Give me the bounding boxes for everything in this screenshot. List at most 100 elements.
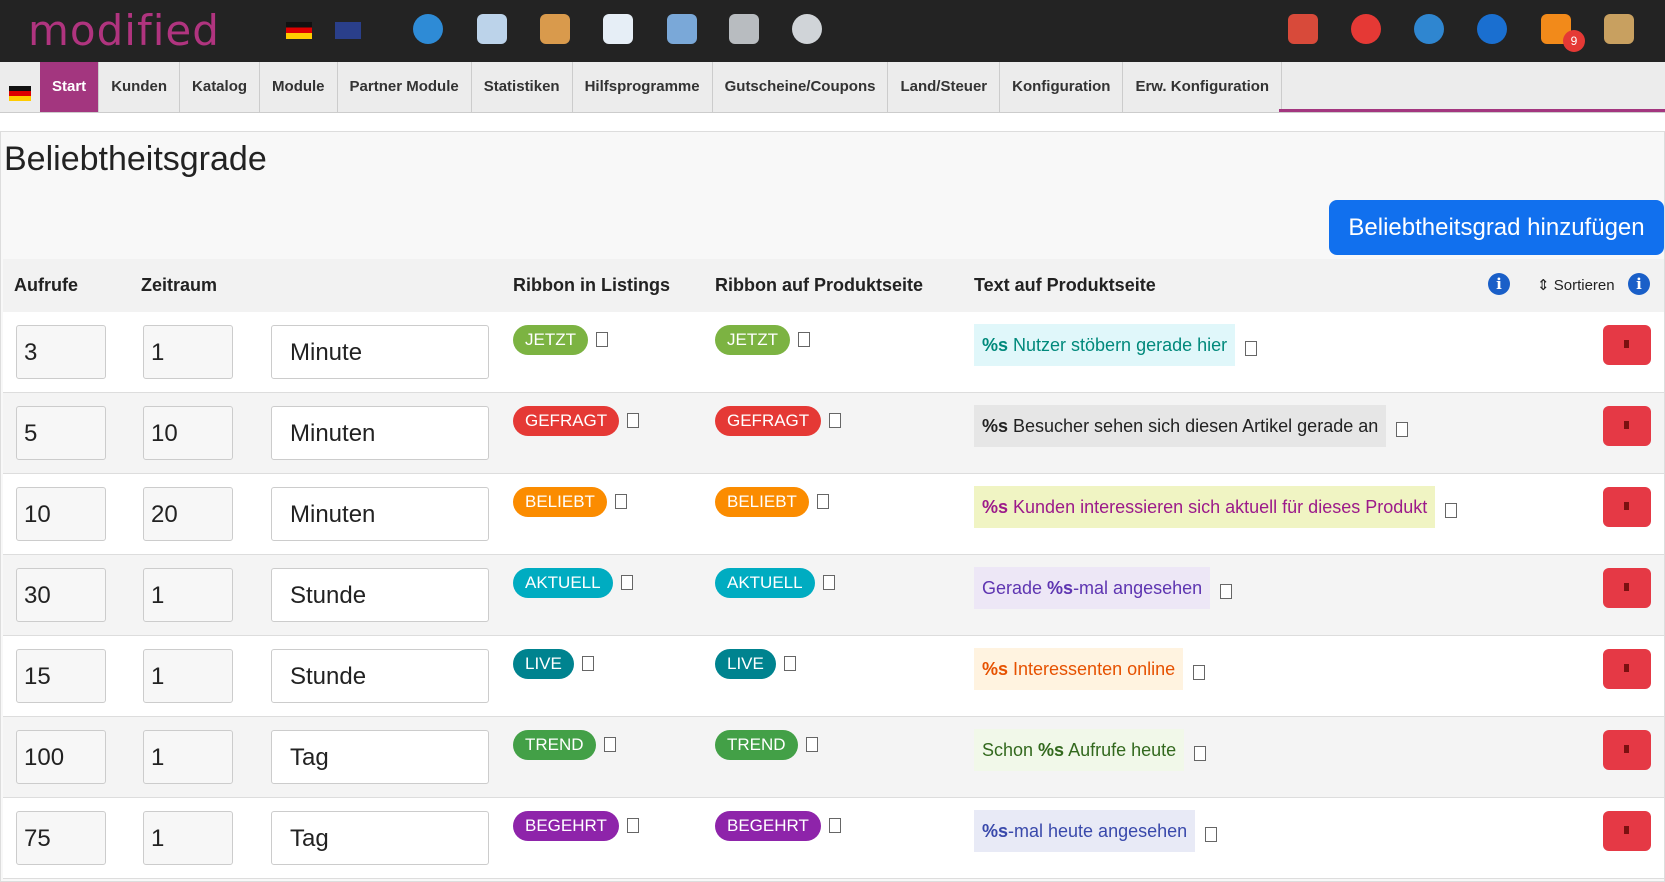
views-input[interactable]: 5 (16, 406, 106, 460)
unit-select[interactable]: Minute (271, 325, 489, 379)
header-row (3, 259, 1664, 313)
icon-web[interactable] (413, 14, 443, 44)
delete-button[interactable] (1603, 487, 1651, 527)
nav-flag[interactable] (0, 62, 40, 112)
text-part: Schon (982, 740, 1039, 760)
delete-button[interactable] (1603, 406, 1651, 446)
info-icon[interactable]: i (1488, 273, 1510, 295)
flag-en[interactable] (335, 22, 361, 39)
delete-button[interactable] (1603, 325, 1651, 365)
icon-refresh[interactable] (1414, 14, 1444, 44)
content: Beliebtheitsgrade Beliebtheitsgrad hinzu… (0, 131, 1665, 882)
period-input[interactable]: 1 (143, 649, 233, 703)
top-bar: modified 9 (0, 0, 1665, 62)
nav-bar: Start Kunden Katalog Module Partner Module St… (0, 62, 1665, 113)
info-icon[interactable]: i (1628, 273, 1650, 295)
ribbon[interactable]: BELIEBT (715, 487, 829, 517)
ribbon[interactable]: AKTUELL (513, 568, 633, 598)
nav-item[interactable]: Partner Module (338, 62, 472, 112)
product-text[interactable]: Gerade %s-mal angesehen (974, 567, 1233, 609)
ribbon[interactable]: TREND (513, 730, 616, 760)
nav-item[interactable]: Hilfsprogramme (573, 62, 713, 112)
table-row: 30 1 Stunde AKTUELL AKTUELL Gerade %s-mal ang… (3, 555, 1664, 636)
column-header: Zeitraum (141, 275, 218, 295)
ribbon[interactable]: JETZT (513, 325, 608, 355)
delete-button[interactable] (1603, 730, 1651, 770)
sort-header[interactable]: ⇕ Sortieren (1537, 277, 1615, 294)
ribbon[interactable]: JETZT (715, 325, 810, 355)
text-part: Besucher sehen sich diesen Artikel gerad… (1008, 416, 1379, 436)
flag-de[interactable] (286, 22, 312, 39)
icon-orders[interactable] (477, 14, 507, 44)
nav-item[interactable]: Land/Steuer (888, 62, 1001, 112)
delete-button[interactable] (1603, 811, 1651, 851)
views-input[interactable]: 10 (16, 487, 106, 541)
text-part: %s (1038, 740, 1065, 760)
ribbon[interactable]: GEFRAGT (715, 406, 842, 436)
product-text[interactable]: %s Besucher sehen sich diesen Artikel ge… (974, 405, 1409, 447)
nav-item[interactable]: Erw. Konfiguration (1123, 62, 1283, 112)
table-row: 5 10 Minuten GEFRAGT GEFRAGT %s Besucher sehe… (3, 393, 1664, 474)
views-input[interactable]: 100 (16, 730, 106, 784)
ribbon[interactable]: BELIEBT (513, 487, 627, 517)
nav-item[interactable]: Konfiguration (1000, 62, 1124, 112)
icon-search[interactable] (792, 14, 822, 44)
product-text[interactable]: Schon %s Aufrufe heute (974, 729, 1207, 771)
table-row: 75 1 Tag BEGEHRT BEGEHRT %s-mal heute angeseh… (3, 798, 1664, 879)
unit-select[interactable]: Tag (271, 730, 489, 784)
unit-select[interactable]: Stunde (271, 568, 489, 622)
ribbon[interactable]: BEGEHRT (513, 811, 639, 841)
ribbon[interactable]: LIVE (513, 649, 594, 679)
text-part: Gerade (982, 578, 1048, 598)
period-input[interactable]: 1 (143, 568, 233, 622)
views-input[interactable]: 3 (16, 325, 106, 379)
add-button[interactable]: Beliebtheitsgrad hinzufügen (1329, 200, 1664, 255)
icon-database[interactable] (729, 14, 759, 44)
period-input[interactable]: 1 (143, 811, 233, 865)
text-part: %s (1047, 578, 1074, 598)
icon-info[interactable] (1477, 14, 1507, 44)
delete-button[interactable] (1603, 568, 1651, 608)
product-text[interactable]: %s Kunden interessieren sich aktuell für… (974, 486, 1458, 528)
ribbon[interactable]: AKTUELL (715, 568, 835, 598)
nav-item[interactable]: Module (260, 62, 338, 112)
nav-item[interactable]: Start (40, 62, 100, 112)
delete-button[interactable] (1603, 649, 1651, 689)
views-input[interactable]: 15 (16, 649, 106, 703)
product-text[interactable]: %s Nutzer stöbern gerade hier (974, 324, 1258, 366)
period-input[interactable]: 1 (143, 730, 233, 784)
logo[interactable]: modified (28, 6, 220, 55)
text-part: Kunden interessieren sich aktuell für di… (1008, 497, 1428, 517)
nav-item[interactable]: Gutscheine/Coupons (713, 62, 889, 112)
ribbon[interactable]: LIVE (715, 649, 796, 679)
unit-select[interactable]: Minuten (271, 487, 489, 541)
unit-select[interactable]: Stunde (271, 649, 489, 703)
ribbon[interactable]: BEGEHRT (715, 811, 841, 841)
icon-customers[interactable] (540, 14, 570, 44)
product-text[interactable]: %s-mal heute angesehen (974, 810, 1218, 852)
views-input[interactable]: 30 (16, 568, 106, 622)
nav-item[interactable]: Statistiken (472, 62, 573, 112)
icon-shop[interactable] (1288, 14, 1318, 44)
icon-pages[interactable] (667, 14, 697, 44)
text-part: %s (982, 821, 1009, 841)
nav-item[interactable]: Katalog (180, 62, 261, 112)
text-part: Interessenten online (1008, 659, 1176, 679)
period-input[interactable]: 20 (143, 487, 233, 541)
icon-help[interactable] (1351, 14, 1381, 44)
text-part: -mal angesehen (1073, 578, 1203, 598)
icon-logout[interactable] (1604, 14, 1634, 44)
unit-select[interactable]: Minuten (271, 406, 489, 460)
product-text[interactable]: %s Interessenten online (974, 648, 1206, 690)
icon-catalog[interactable] (603, 14, 633, 44)
nav-item[interactable]: Kunden (99, 62, 181, 112)
text-part: Nutzer stöbern gerade hier (1008, 335, 1228, 355)
ribbon[interactable]: GEFRAGT (513, 406, 640, 436)
unit-select[interactable]: Tag (271, 811, 489, 865)
period-input[interactable]: 10 (143, 406, 233, 460)
nav-accent (1279, 109, 1665, 112)
ribbon[interactable]: TREND (715, 730, 818, 760)
period-input[interactable]: 1 (143, 325, 233, 379)
views-input[interactable]: 75 (16, 811, 106, 865)
